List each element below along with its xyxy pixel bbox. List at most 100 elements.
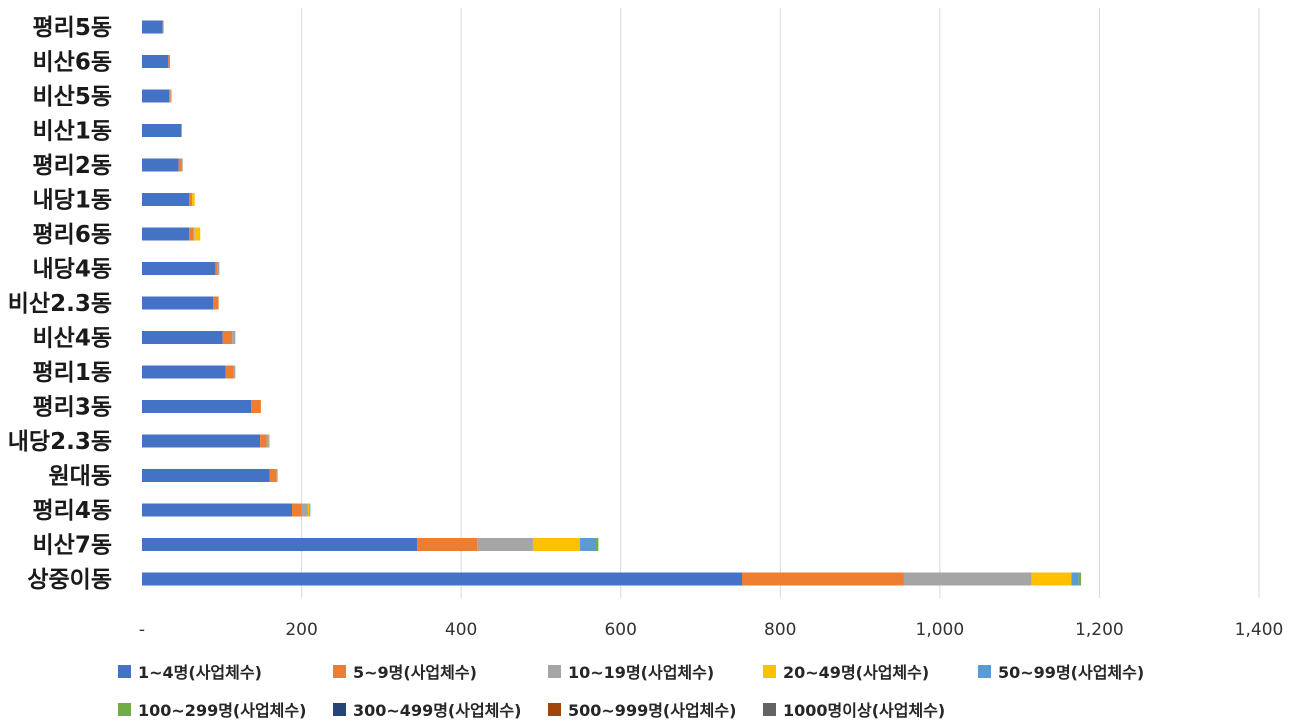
bar-segment [142, 20, 163, 34]
bars [142, 20, 1082, 586]
legend: 1~4명(사업체수) 5~9명(사업체수) 10~19명(사업체수) 20~49명(사… [118, 652, 1218, 728]
bar-segment [169, 89, 171, 103]
legend-label: 20~49명(사업체수) [783, 663, 930, 682]
bar-segment [170, 89, 172, 103]
legend-swatch [763, 664, 776, 678]
bar-segment [903, 572, 1032, 586]
bar-segment [142, 296, 214, 310]
legend-label: 1~4명(사업체수) [138, 663, 262, 682]
bar-segment [213, 296, 219, 310]
legend-item: 20~49명(사업체수) [763, 659, 978, 683]
legend-swatch [978, 664, 991, 678]
x-tick-label: 1,000 [916, 620, 965, 640]
x-tick-label: 1,400 [1235, 620, 1284, 640]
legend-swatch [333, 702, 346, 716]
category-label: 비산7동 [33, 533, 112, 559]
bar-segment [741, 572, 904, 586]
bar-segment [142, 572, 742, 586]
bar-segment [142, 158, 179, 172]
bar-segment [309, 503, 311, 517]
x-tick-labels: - 200 400 600 800 1,000 1,200 1,400 [139, 620, 1283, 640]
bar-segment [189, 193, 193, 206]
legend-label: 300~499명(사업체수) [353, 701, 522, 720]
x-tick-label: 1,200 [1075, 620, 1124, 640]
bar-segment [142, 365, 226, 379]
category-label: 평리3동 [33, 395, 112, 421]
category-label: 내당4동 [33, 257, 112, 283]
bar-segment [477, 538, 533, 551]
bar-segment [301, 503, 308, 517]
bar-segment [193, 227, 195, 241]
legend-label: 10~19명(사업체수) [568, 663, 715, 682]
category-label: 평리6동 [33, 222, 112, 248]
bar-segment [307, 503, 310, 517]
legend-swatch [333, 664, 346, 678]
legend-item: 300~499명(사업체수) [333, 697, 548, 721]
bar-segment [595, 538, 599, 551]
legend-swatch [118, 664, 131, 678]
x-tick-label: 400 [445, 620, 477, 640]
legend-swatch [118, 702, 131, 716]
legend-item: 500~999명(사업체수) [548, 697, 763, 721]
legend-item: 1000명이상(사업체수) [763, 697, 978, 721]
bar-segment [251, 400, 261, 413]
bar-segment [192, 193, 195, 206]
category-label: 평리2동 [33, 153, 112, 179]
bar-segment [276, 469, 278, 482]
bar-segment [260, 434, 267, 448]
legend-swatch [763, 702, 776, 716]
category-label: 비산1동 [33, 119, 112, 145]
category-label: 원대동 [49, 464, 112, 490]
bar-segment [181, 124, 182, 137]
legend-row: 100~299명(사업체수) 300~499명(사업체수) 500~999명(사업체… [118, 690, 1218, 728]
bar-segment [142, 124, 182, 137]
bar-segment [233, 365, 236, 379]
category-label: 평리5동 [33, 15, 112, 41]
bar-segment [142, 55, 169, 68]
category-label: 평리4동 [33, 498, 112, 524]
legend-label: 500~999명(사업체수) [568, 701, 737, 720]
bar-segment [291, 503, 302, 517]
bar-segment [168, 55, 170, 68]
legend-item: 10~19명(사업체수) [548, 659, 763, 683]
bar-segment [1078, 572, 1082, 586]
bar-segment [417, 538, 478, 551]
x-tick-label: 200 [285, 620, 317, 640]
bar-segment [1031, 572, 1072, 586]
bar-segment [269, 469, 277, 482]
category-label: 내당1동 [33, 188, 112, 214]
bar-segment [142, 227, 190, 241]
legend-swatch [548, 664, 561, 678]
bar-segment [142, 400, 252, 413]
legend-label: 50~99명(사업체수) [998, 663, 1145, 682]
category-label: 평리1동 [33, 360, 112, 386]
legend-item: 1~4명(사업체수) [118, 659, 333, 683]
bar-segment [225, 365, 234, 379]
bar-segment [142, 434, 261, 448]
legend-item: 100~299명(사업체수) [118, 697, 333, 721]
bar-segment [222, 331, 233, 344]
gridlines [301, 8, 1260, 598]
bar-segment [580, 538, 596, 551]
bar-segment [162, 20, 164, 34]
bar-segment [142, 89, 170, 103]
category-label: 비산5동 [33, 84, 112, 110]
bar-segment [215, 262, 217, 275]
bar-segment [142, 469, 270, 482]
x-tick-label: 800 [764, 620, 796, 640]
legend-item: 50~99명(사업체수) [978, 659, 1193, 683]
category-label: 비산4동 [33, 326, 112, 352]
bar-segment [178, 158, 182, 172]
legend-item: 5~9명(사업체수) [333, 659, 548, 683]
bar-segment [142, 538, 418, 551]
bar-segment [194, 227, 201, 241]
bar-segment [189, 227, 194, 241]
category-labels: 평리5동비산6동비산5동비산1동평리2동내당1동평리6동내당4동비산2.3동비산… [8, 15, 112, 593]
category-label: 상중이동 [27, 567, 112, 593]
bar-segment [142, 193, 190, 206]
bar-segment [142, 331, 223, 344]
legend-row: 1~4명(사업체수) 5~9명(사업체수) 10~19명(사업체수) 20~49명(사… [118, 652, 1218, 690]
bar-segment [142, 262, 216, 275]
bar-segment [1071, 572, 1079, 586]
bar-segment [232, 331, 236, 344]
